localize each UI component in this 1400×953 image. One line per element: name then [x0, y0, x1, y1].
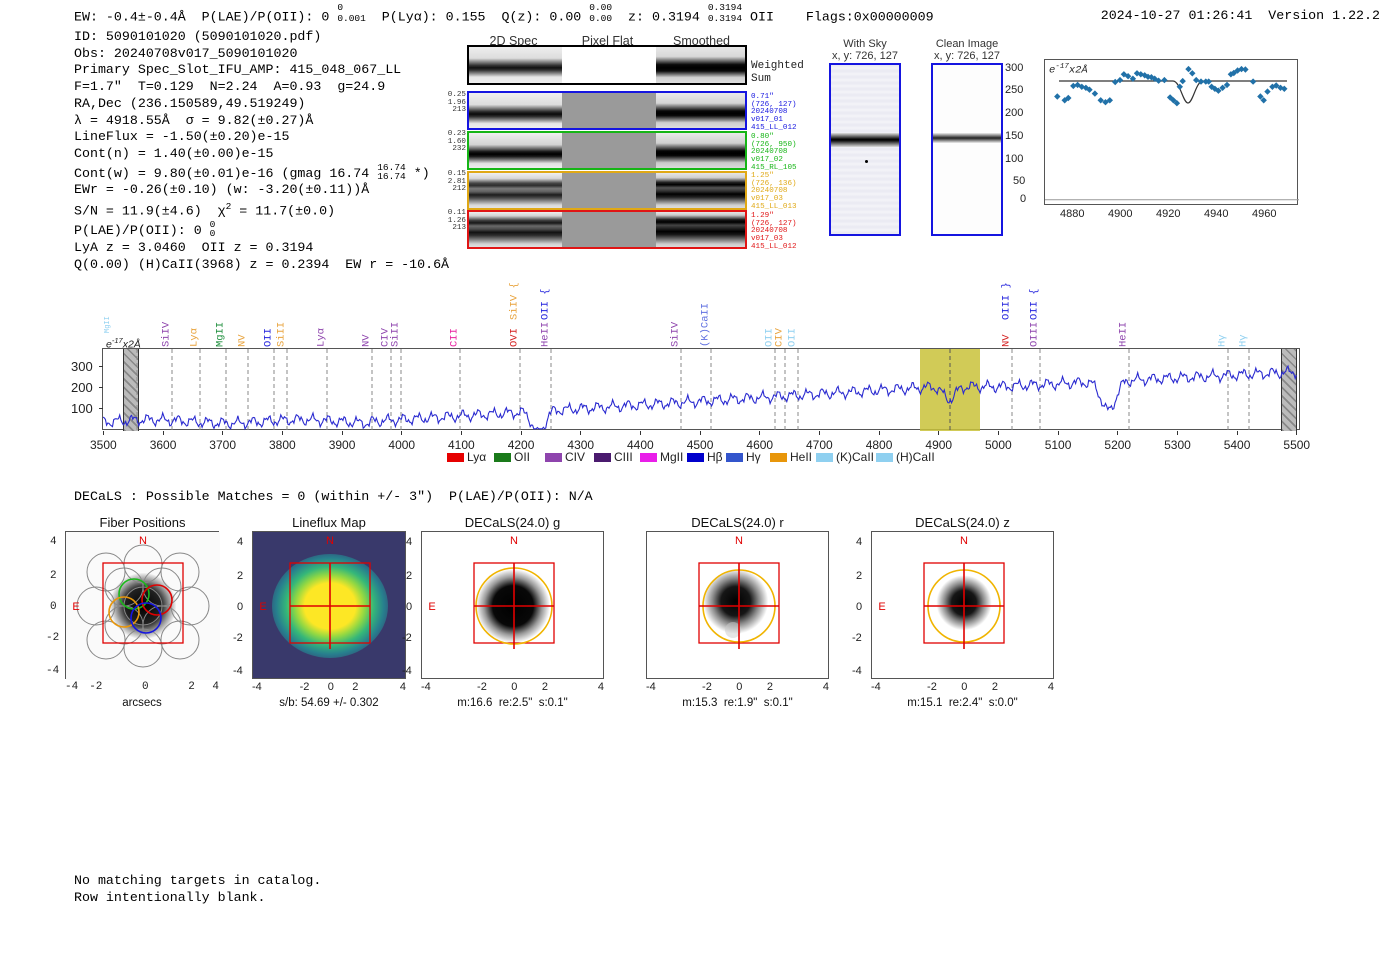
svg-text:N: N: [735, 535, 743, 547]
svg-text:N: N: [139, 535, 147, 547]
svg-text:N: N: [510, 535, 518, 547]
svg-text:E: E: [878, 601, 885, 613]
svg-text:N: N: [960, 535, 968, 547]
svg-text:E: E: [259, 601, 266, 613]
svg-text:E: E: [428, 601, 435, 613]
svg-text:E: E: [72, 601, 79, 613]
svg-text:N: N: [326, 535, 334, 547]
